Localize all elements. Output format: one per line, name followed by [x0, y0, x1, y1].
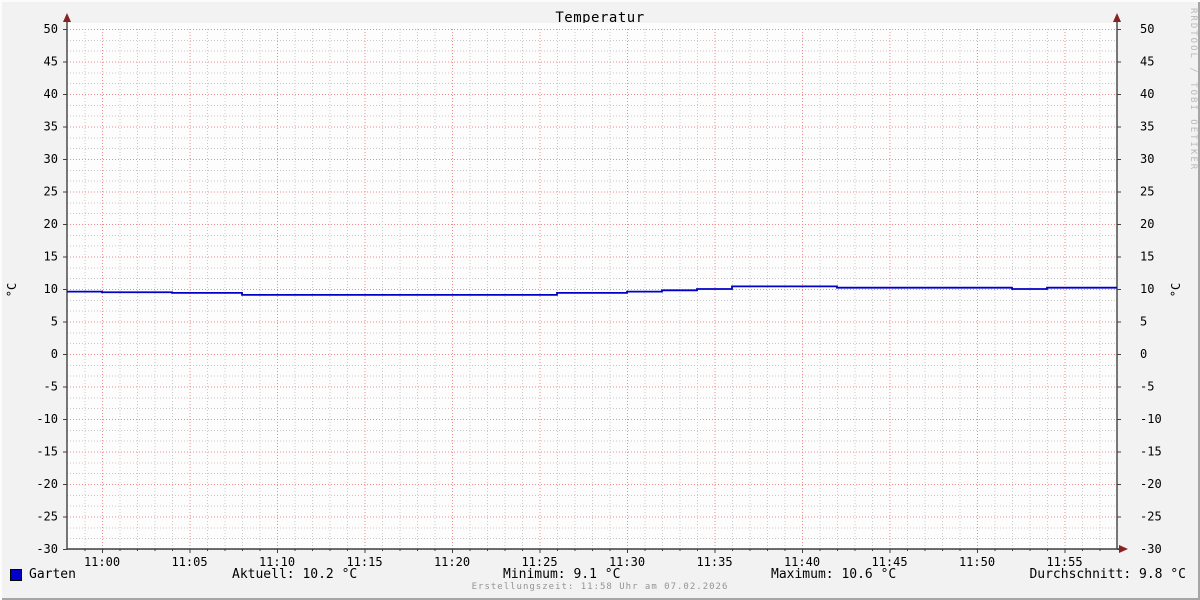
svg-text:11:30: 11:30: [609, 555, 645, 569]
svg-text:10: 10: [1140, 282, 1154, 296]
svg-text:11:05: 11:05: [171, 555, 207, 569]
svg-text:50: 50: [1140, 22, 1154, 36]
svg-text:25: 25: [44, 185, 58, 199]
svg-text:45: 45: [1140, 55, 1154, 69]
svg-text:0: 0: [51, 347, 58, 361]
svg-text:35: 35: [44, 120, 58, 134]
svg-text:-15: -15: [1140, 445, 1162, 459]
y-axis-unit-left: °C: [5, 282, 19, 298]
creation-timestamp: Erstellungszeit: 11:58 Uhr am 07.02.2026: [471, 582, 729, 592]
svg-text:30: 30: [44, 152, 58, 166]
svg-text:5: 5: [51, 315, 58, 329]
y-axis-unit-right: °C: [1169, 282, 1183, 298]
svg-text:30: 30: [1140, 152, 1154, 166]
svg-text:50: 50: [44, 22, 58, 36]
svg-text:11:50: 11:50: [959, 555, 995, 569]
svg-text:11:35: 11:35: [696, 555, 732, 569]
svg-text:-25: -25: [36, 510, 58, 524]
axis-arrows: [63, 13, 1128, 553]
svg-text:20: 20: [1140, 217, 1154, 231]
legend-color-swatch: [10, 568, 22, 581]
svg-text:5: 5: [1140, 315, 1147, 329]
svg-text:-30: -30: [36, 542, 58, 556]
svg-text:-15: -15: [36, 445, 58, 459]
svg-text:25: 25: [1140, 185, 1154, 199]
x-axis-labels: 11:00 11:05 11:10 11:15 11:20 11:25 11:30 11:35…: [84, 555, 1083, 569]
rrdtool-watermark: RRDTOOL / TOBI OETIKER: [1188, 8, 1198, 172]
svg-text:0: 0: [1140, 347, 1147, 361]
stat-durchschnitt: Durchschnitt: 9.8 °C: [1029, 567, 1186, 582]
stat-maximum: Maximum: 10.6 °C: [771, 567, 897, 582]
svg-text:-30: -30: [1140, 542, 1162, 556]
svg-text:15: 15: [44, 250, 58, 264]
svg-text:11:55: 11:55: [1046, 555, 1082, 569]
legend-item-garten: Garten: [10, 567, 76, 582]
svg-text:-20: -20: [36, 477, 58, 491]
svg-text:11:20: 11:20: [434, 555, 470, 569]
stat-minimum: Minimum: 9.1 °C: [503, 567, 621, 582]
svg-text:40: 40: [44, 87, 58, 101]
legend-and-stats-row: Garten Aktuell: 10.2 °C Minimum: 9.1 °C …: [0, 567, 1200, 583]
svg-text:-5: -5: [1140, 380, 1154, 394]
svg-text:45: 45: [44, 55, 58, 69]
svg-text:11:40: 11:40: [784, 555, 820, 569]
svg-text:11:10: 11:10: [259, 555, 295, 569]
svg-text:11:45: 11:45: [871, 555, 907, 569]
page-title: Temperatur: [555, 10, 645, 26]
series-line-garten: [67, 285, 1117, 296]
svg-text:-10: -10: [36, 412, 58, 426]
axis-ticks: [63, 29, 1121, 553]
svg-text:40: 40: [1140, 87, 1154, 101]
svg-text:11:25: 11:25: [521, 555, 557, 569]
stat-aktuell: Aktuell: 10.2 °C: [232, 567, 358, 582]
svg-text:20: 20: [44, 217, 58, 231]
svg-text:15: 15: [1140, 250, 1154, 264]
svg-text:-25: -25: [1140, 510, 1162, 524]
svg-text:10: 10: [44, 282, 58, 296]
svg-text:35: 35: [1140, 120, 1154, 134]
svg-text:-5: -5: [44, 380, 58, 394]
legend-label: Garten: [29, 567, 76, 582]
svg-text:11:00: 11:00: [84, 555, 120, 569]
svg-text:-20: -20: [1140, 477, 1162, 491]
svg-text:-10: -10: [1140, 412, 1162, 426]
svg-text:11:15: 11:15: [346, 555, 382, 569]
